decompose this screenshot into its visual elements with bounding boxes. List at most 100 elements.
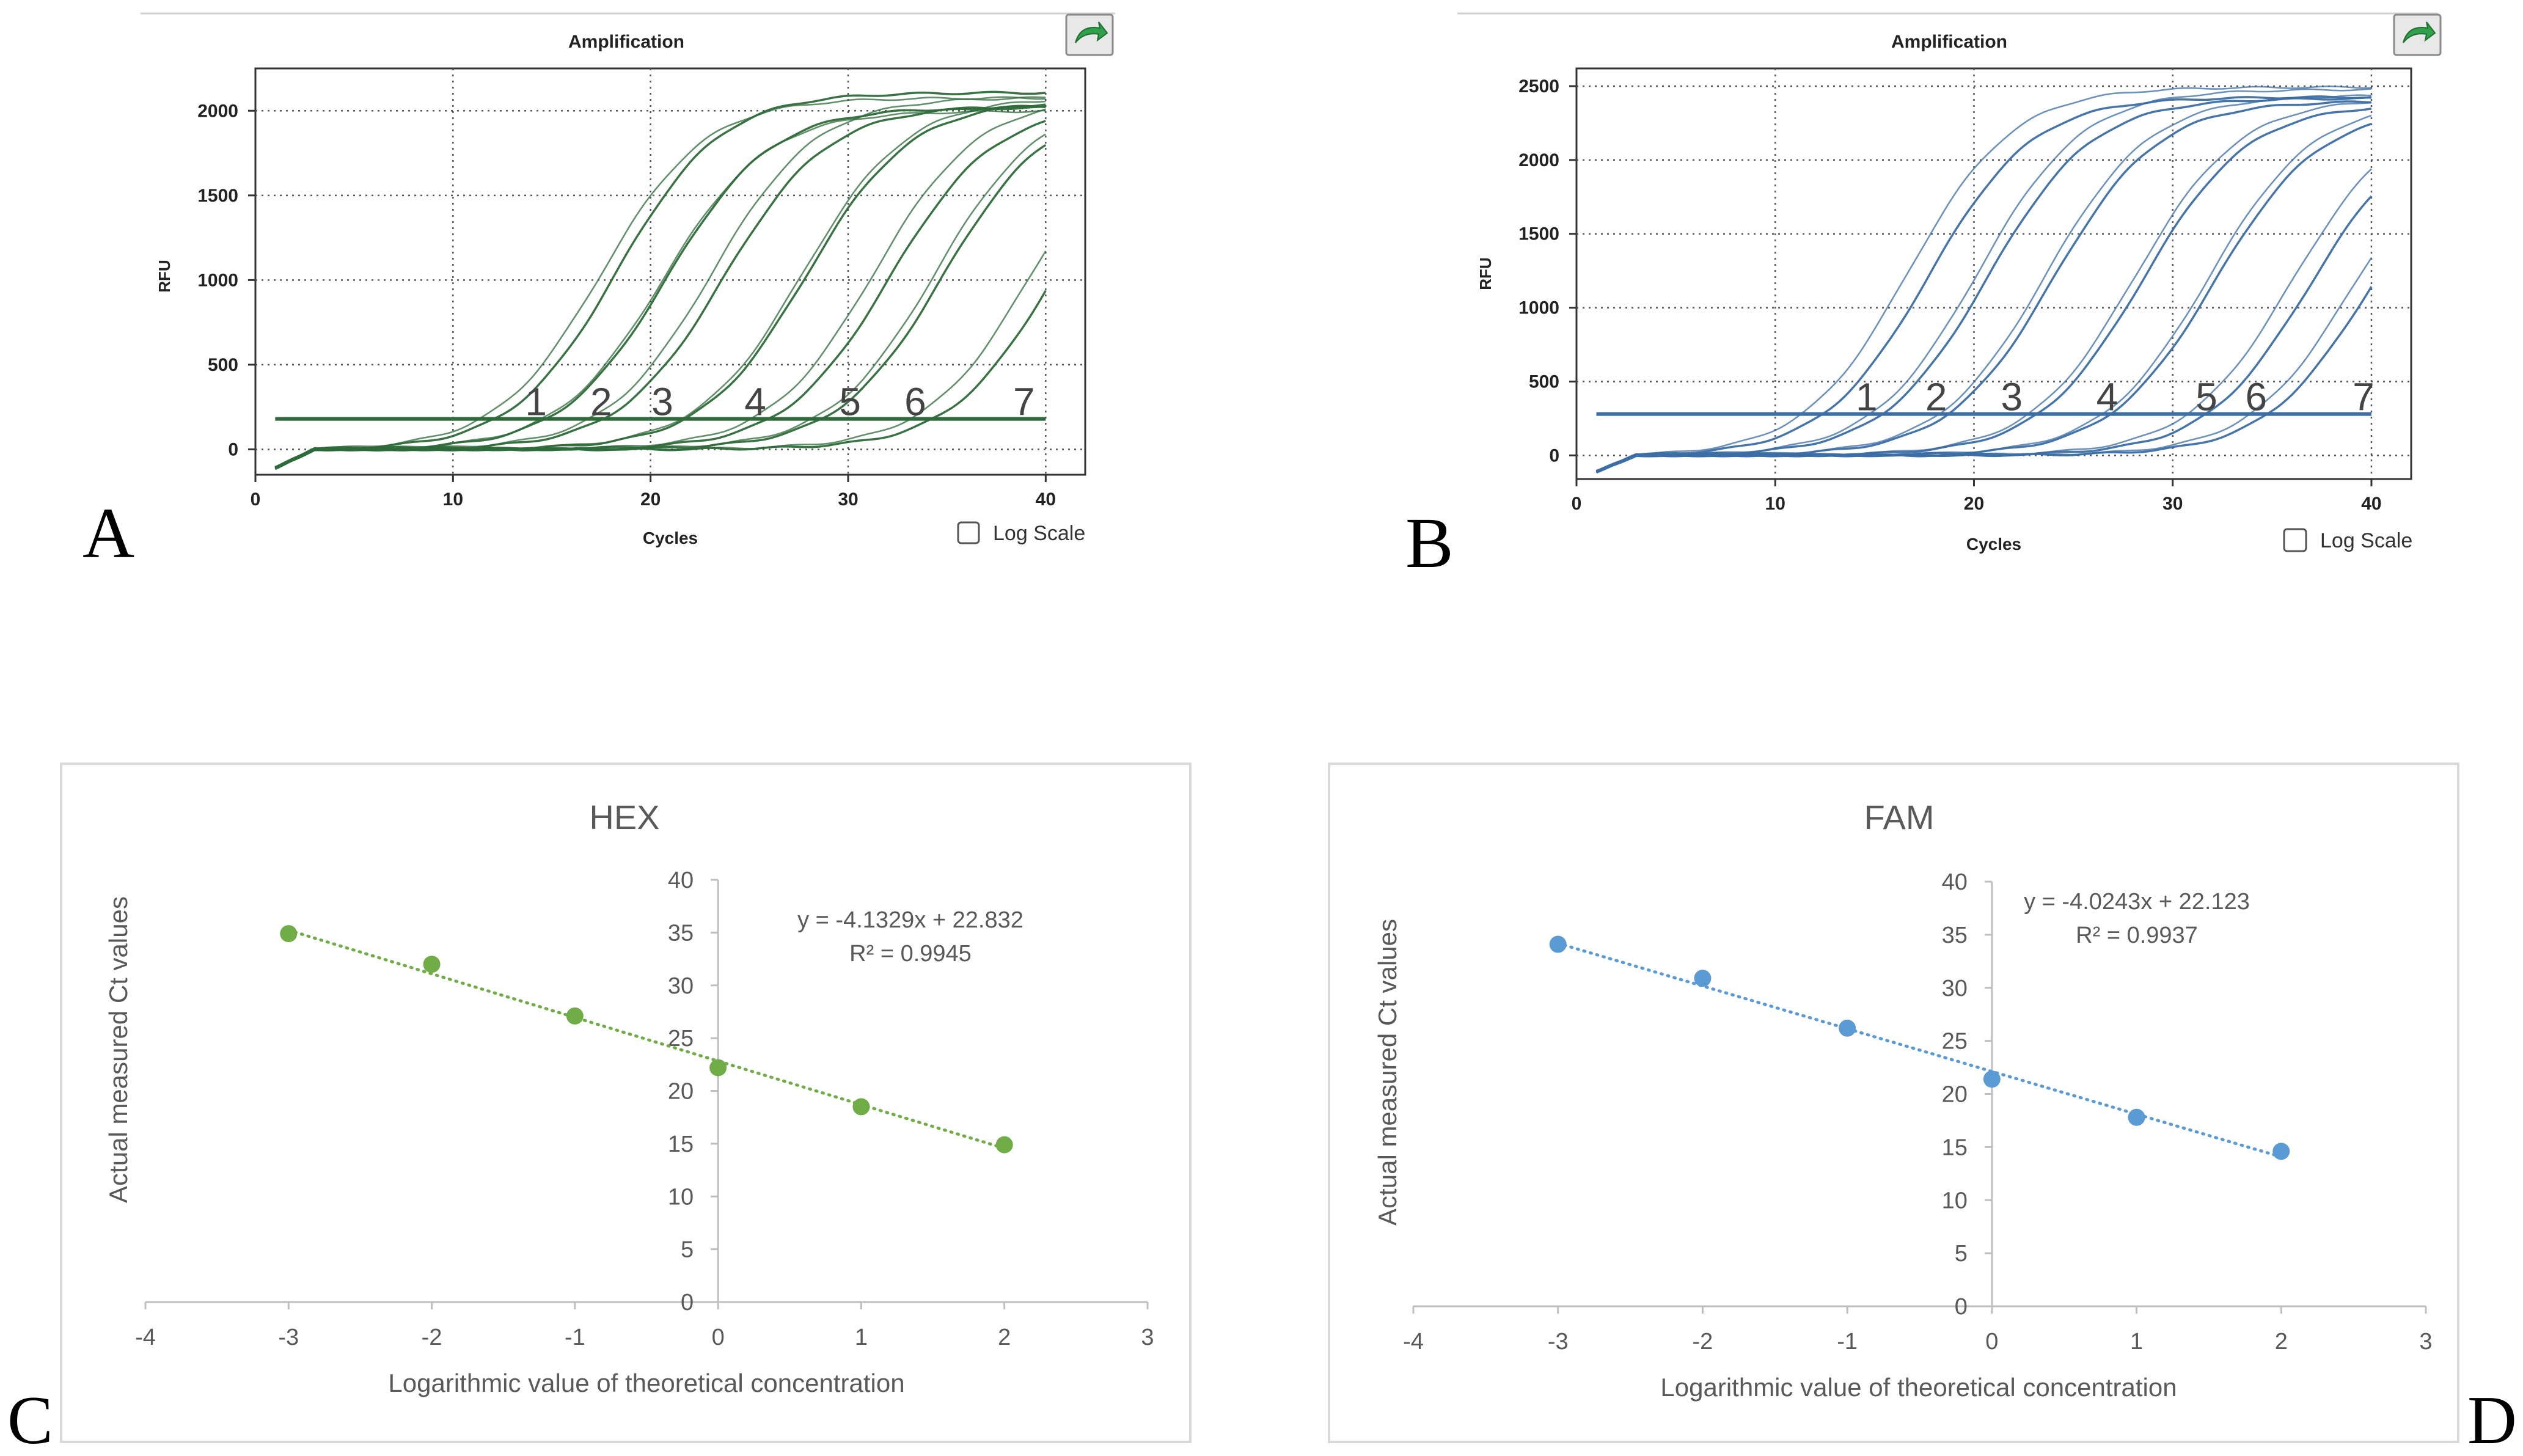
curve-label-1: 1 (525, 380, 547, 424)
panel-c-title: HEX (589, 798, 659, 836)
curve-label-4: 4 (2096, 375, 2118, 419)
panel-a-xlabel: Cycles (643, 529, 698, 547)
x-tick-label: -4 (135, 1325, 156, 1350)
panel-a-ticks: 0 10 20 30 40 0 500 1000 1500 2000 (197, 101, 1056, 510)
panel-d-xlabel: Logarithmic value of theoretical concent… (1660, 1373, 2177, 1402)
amplification-curve-2a (1596, 88, 2372, 473)
y-tick-label: 1500 (197, 186, 238, 206)
curve-label-7: 7 (1013, 380, 1035, 424)
x-tick-label: -3 (278, 1325, 299, 1350)
panel-a-log-scale-checkbox[interactable]: Log Scale (957, 521, 1085, 545)
y-tick-label: 15 (1942, 1135, 1968, 1160)
panel-c-points (280, 925, 1013, 1154)
curve-label-1: 1 (1856, 375, 1878, 419)
y-tick-label: 15 (668, 1132, 694, 1157)
curve-label-5: 5 (839, 380, 861, 424)
panel-a-ylabel: RFU (155, 260, 174, 292)
data-point[interactable] (1983, 1070, 2001, 1088)
x-tick-label: 0 (1985, 1329, 1998, 1355)
panel-b-amplification-chart: Amplification 0 10 20 30 40 0 500 1000 1500 2000 2… (1405, 12, 2442, 583)
x-tick-label: 2 (998, 1325, 1011, 1350)
x-tick-label: 20 (1964, 494, 1984, 514)
x-tick-label: -4 (1403, 1329, 1424, 1355)
data-point[interactable] (852, 1098, 870, 1116)
panel-a-curves (274, 90, 1047, 470)
panel-b-letter: B (1405, 503, 1454, 583)
panel-b-log-scale-checkbox[interactable]: Log Scale (2283, 528, 2412, 552)
data-point[interactable] (995, 1136, 1013, 1154)
panel-c-trendline (287, 928, 1006, 1150)
panel-a-export-button[interactable] (1065, 13, 1114, 56)
y-tick-label: 0 (681, 1290, 694, 1315)
data-point[interactable] (2272, 1143, 2290, 1160)
panel-b-curves (1595, 86, 2373, 474)
panel-d-points (1549, 935, 2290, 1160)
y-tick-label: 5 (1955, 1241, 1968, 1267)
panel-c-letter: C (7, 1383, 53, 1456)
y-tick-label: 2500 (1518, 76, 1559, 97)
panel-b-export-button[interactable] (2393, 13, 2442, 56)
y-tick-label: 25 (1942, 1029, 1968, 1055)
x-tick-label: -2 (1693, 1329, 1713, 1355)
x-tick-label: 1 (855, 1325, 868, 1350)
y-tick-label: 25 (668, 1026, 694, 1052)
amplification-curve-7b (1595, 286, 2373, 472)
curve-label-2: 2 (590, 380, 612, 424)
data-point[interactable] (1839, 1019, 1856, 1037)
panel-c-xlabel: Logarithmic value of theoretical concent… (388, 1369, 904, 1397)
panel-c-equation: y = -4.1329x + 22.832 (797, 907, 1023, 933)
trendline (1556, 942, 2283, 1158)
y-tick-label: 30 (1942, 976, 1968, 1001)
amplification-curve-1b (1595, 95, 2372, 472)
curve-label-5: 5 (2195, 375, 2217, 419)
trendline (287, 928, 1006, 1150)
panel-d-letter: D (2467, 1383, 2517, 1456)
panel-a-amplification-chart: Amplification 0 10 20 30 400500100015002000 … (82, 12, 1115, 573)
amplification-curve-1a (1596, 86, 2372, 472)
panel-b-plot-frame (1575, 67, 2412, 480)
x-tick-label: 0 (712, 1325, 725, 1350)
y-tick-label: 35 (1942, 923, 1968, 948)
panel-c-r2: R² = 0.9945 (849, 941, 972, 967)
panel-b-xlabel: Cycles (1966, 535, 2021, 554)
panel-d-r2: R² = 0.9937 (2076, 923, 2198, 948)
y-tick-label: 1500 (1518, 224, 1559, 244)
x-tick-label: 10 (1765, 494, 1785, 514)
y-tick-label: 1000 (197, 270, 238, 290)
x-tick-label: 0 (251, 489, 261, 510)
y-tick-label: 1000 (1518, 298, 1559, 318)
data-point[interactable] (1694, 970, 1712, 987)
panel-a-letter: A (82, 493, 134, 573)
panel-a-log-scale-label: Log Scale (993, 522, 1085, 545)
data-point[interactable] (423, 956, 441, 973)
x-tick-label: 2 (2275, 1329, 2288, 1355)
y-tick-label: 10 (1942, 1188, 1968, 1213)
data-point[interactable] (709, 1059, 727, 1077)
y-tick-label: 500 (1529, 371, 1559, 392)
x-tick-label: -1 (1837, 1329, 1858, 1355)
panel-a-title: Amplification (568, 32, 684, 52)
x-tick-label: 30 (838, 489, 858, 510)
x-tick-label: 40 (2361, 494, 2381, 514)
y-tick-label: 5 (681, 1237, 694, 1263)
x-tick-label: 3 (1141, 1325, 1154, 1350)
panel-a-gridlines (255, 68, 1085, 475)
curve-label-4: 4 (744, 380, 766, 424)
curve-label-3: 3 (2001, 375, 2023, 419)
y-tick-label: 2000 (197, 101, 238, 121)
panel-b-ylabel: RFU (1476, 257, 1495, 290)
x-tick-label: 10 (443, 489, 463, 510)
y-tick-label: 30 (668, 973, 694, 999)
data-point[interactable] (566, 1007, 584, 1025)
data-point[interactable] (1549, 935, 1567, 953)
y-tick-label: 10 (668, 1184, 694, 1210)
data-point[interactable] (280, 925, 298, 943)
x-tick-label: 20 (640, 489, 661, 510)
data-point[interactable] (2128, 1108, 2145, 1126)
amplification-curve-7b (274, 290, 1047, 469)
